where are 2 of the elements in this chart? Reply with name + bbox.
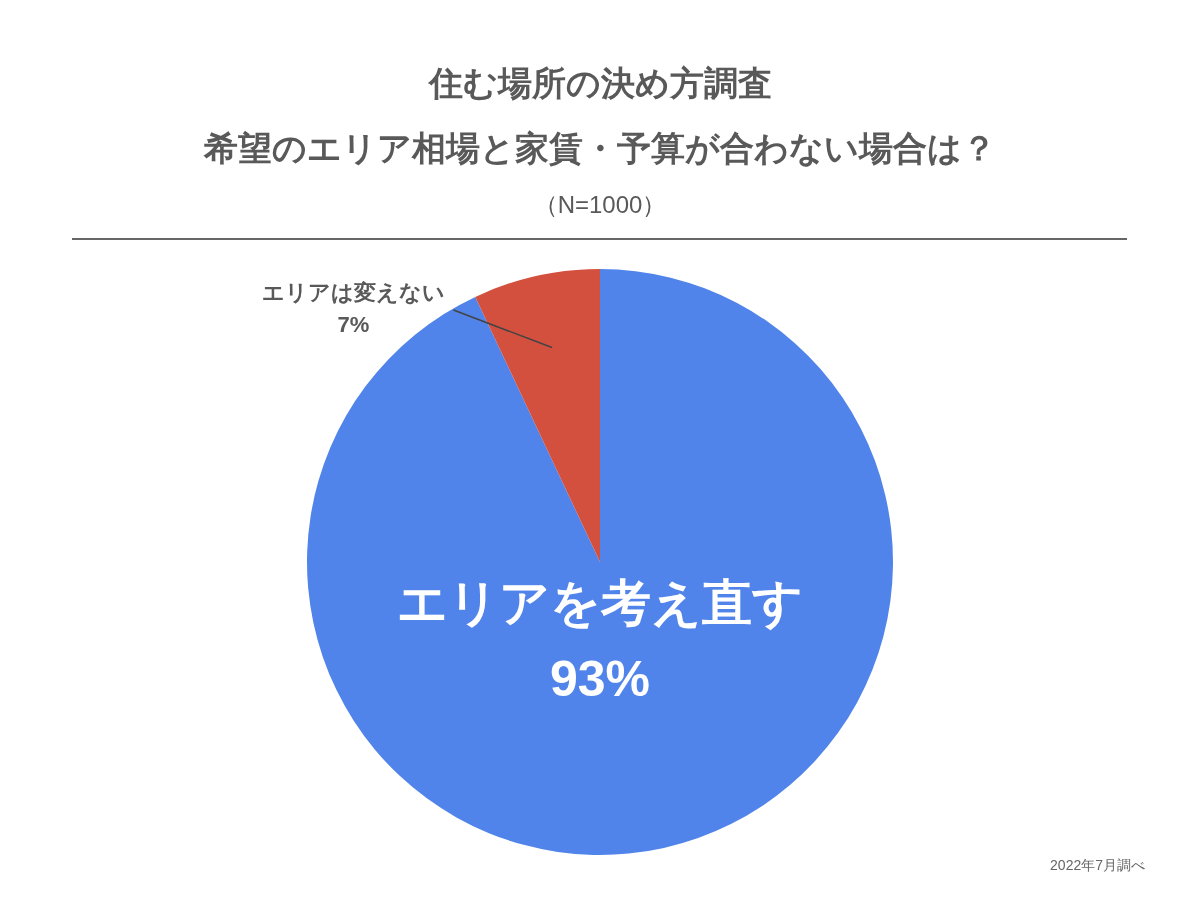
title: 住む場所の決め方調査 [428,64,772,102]
subtitle: 希望のエリア相場と家賃・予算が合わない場合は？ [204,129,996,167]
